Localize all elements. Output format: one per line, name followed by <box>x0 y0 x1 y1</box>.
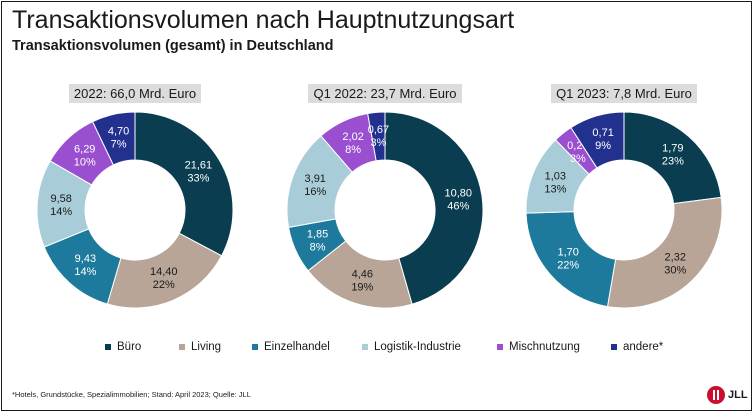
donut-slice <box>106 232 223 309</box>
legend-item-mischnutzung: Mischnutzung <box>497 341 580 353</box>
percent-label: 7% <box>111 139 127 151</box>
value-label: 10,80 <box>445 188 473 200</box>
donut-title: Q1 2023: 7,8 Mrd. Euro <box>551 84 697 103</box>
percent-label: 14% <box>74 266 96 278</box>
legend-item-logistik: Logistik-Industrie <box>362 341 461 353</box>
legend-swatch <box>611 344 617 350</box>
value-label: 14,40 <box>150 266 178 278</box>
donut-slice <box>384 111 484 305</box>
legend-item-living: Living <box>179 341 221 353</box>
value-label: 1,70 <box>558 247 579 259</box>
value-label: 1,03 <box>545 170 566 182</box>
value-label: 1,85 <box>307 228 328 240</box>
percent-label: 10% <box>74 157 96 169</box>
legend-label: Mischnutzung <box>509 341 580 353</box>
value-label: 0,67 <box>368 124 389 136</box>
percent-label: 14% <box>50 206 72 218</box>
value-label: 21,61 <box>185 160 213 172</box>
donut-slice <box>134 111 234 257</box>
percent-label: 46% <box>447 201 469 213</box>
donut-slice <box>525 211 617 308</box>
value-label: 3,91 <box>305 173 326 185</box>
percent-label: 22% <box>153 279 175 291</box>
legend-item-andere: andere* <box>611 341 663 353</box>
legend-label: andere* <box>623 341 664 353</box>
value-label: 9,43 <box>75 253 96 265</box>
chart-subtitle: Transaktionsvolumen (gesamt) in Deutschl… <box>12 38 334 54</box>
donut-title: Q1 2022: 23,7 Mrd. Euro <box>308 84 462 103</box>
percent-label: 3% <box>370 137 386 149</box>
legend-label: Einzelhandel <box>264 341 330 353</box>
donut-slice <box>623 111 722 205</box>
value-label: 6,29 <box>74 144 95 156</box>
donut-chart-q1-2022: Q1 2022: 23,7 Mrd. Euro 10,80 46% 4,46 19% 1… <box>275 80 495 310</box>
value-label: 0,71 <box>592 127 613 139</box>
percent-label: 23% <box>662 155 684 167</box>
legend-swatch <box>252 344 258 350</box>
jll-logo: JLL <box>707 385 748 405</box>
percent-label: 30% <box>664 264 686 276</box>
legend-label: Büro <box>117 341 142 353</box>
logo-text: JLL <box>728 389 748 401</box>
legend-swatch <box>497 344 503 350</box>
value-label: 2,02 <box>342 131 363 143</box>
legend-swatch <box>179 344 185 350</box>
percent-label: 19% <box>351 281 373 293</box>
percent-label: 3% <box>570 153 586 165</box>
donut-title: 2022: 66,0 Mrd. Euro <box>68 84 202 103</box>
legend-label: Logistik-Industrie <box>374 341 461 353</box>
value-label: 2,32 <box>665 251 686 263</box>
value-label: 1,79 <box>662 142 683 154</box>
legend-swatch <box>105 344 111 350</box>
donut-slice <box>91 111 136 166</box>
percent-label: 16% <box>304 186 326 198</box>
value-label: 9,58 <box>50 193 71 205</box>
donut-slice <box>367 111 386 162</box>
legend-label: Living <box>191 341 222 353</box>
donut-chart-q1-2023: Q1 2023: 7,8 Mrd. Euro 1,79 23% 2,32 30% 1,7… <box>514 80 734 310</box>
donut-slice <box>570 111 625 169</box>
donut-chart-2022: 2022: 66,0 Mrd. Euro 21,61 33% 14,40 22% 9,4… <box>25 80 245 310</box>
legend: Büro Living Einzelhandel Logistik-Indust… <box>2 341 755 361</box>
percent-label: 22% <box>557 260 579 272</box>
value-label: 4,70 <box>108 126 129 138</box>
chart-title: Transaktionsvolumen nach Hauptnutzungsar… <box>12 6 515 34</box>
legend-item-einzelhandel: Einzelhandel <box>252 341 330 353</box>
percent-label: 33% <box>187 173 209 185</box>
jll-logo-icon <box>707 386 725 404</box>
percent-label: 9% <box>595 140 611 152</box>
footnote: *Hotels, Grundstücke, Spezialimmobilien;… <box>12 390 251 399</box>
donut-slice <box>606 196 723 309</box>
percent-label: 13% <box>544 183 566 195</box>
legend-swatch <box>362 344 368 350</box>
legend-item-buero: Büro <box>105 341 141 353</box>
value-label: 4,46 <box>352 268 373 280</box>
percent-label: 8% <box>345 144 361 156</box>
percent-label: 8% <box>310 241 326 253</box>
donut-svg: 21,6133%14,4022%9,4314%9,5814%6,2910%4,7… <box>36 111 234 309</box>
